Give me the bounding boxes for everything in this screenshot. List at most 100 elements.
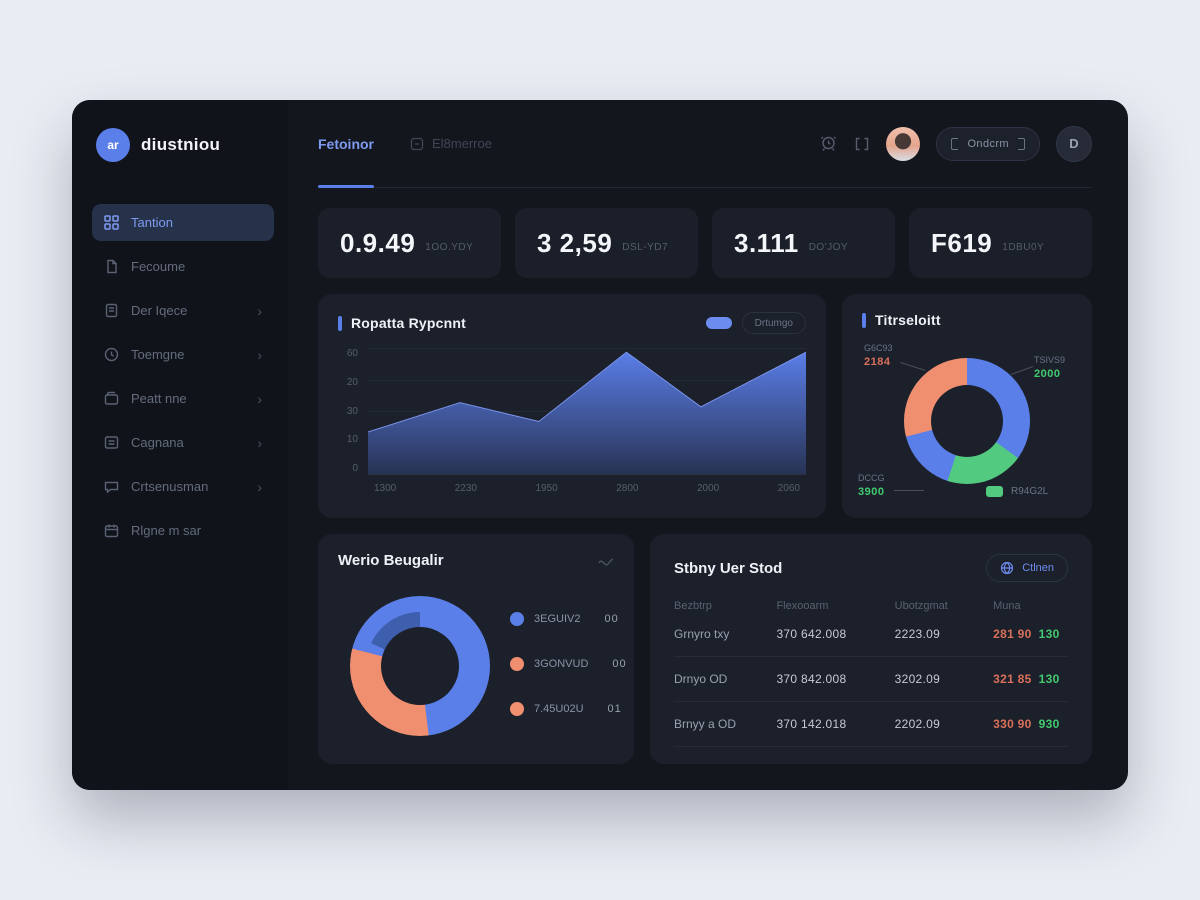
cell-name: Drnyo OD bbox=[674, 672, 728, 686]
overview-icon bbox=[410, 137, 424, 151]
sidebar-item-tantion[interactable]: Tantion bbox=[92, 204, 274, 241]
stat-value: 3.111 bbox=[734, 227, 799, 258]
donut-callout-bottomleft: DCCG 3900 bbox=[858, 472, 885, 501]
donut-left-hole bbox=[381, 627, 459, 705]
sidebar-item-crtsenusman[interactable]: Crtsenusman › bbox=[92, 468, 274, 505]
legend-item: 7.45U02U 01 bbox=[510, 702, 627, 716]
cell-amount: 2223.09 bbox=[894, 627, 941, 641]
area-chart-card: Ropatta Rypcnnt Drtumgo 60 20 30 10 0 bbox=[318, 294, 826, 518]
filter-button[interactable]: Ctlnen bbox=[986, 554, 1068, 582]
series-swatch bbox=[705, 317, 732, 329]
callout-value: 2000 bbox=[1034, 368, 1061, 381]
alarm-bell-icon[interactable] bbox=[819, 134, 838, 153]
header-actions: Ondcrm D bbox=[819, 125, 1092, 162]
legend-value: 01 bbox=[607, 703, 622, 715]
brand-monogram: ar bbox=[96, 128, 130, 162]
legend-value: 00 bbox=[604, 613, 619, 625]
y-tick: 30 bbox=[346, 405, 358, 417]
sidebar-item-label: Crtsenusman bbox=[131, 479, 209, 494]
legend-dot-salmon bbox=[510, 657, 524, 671]
donut-callout-topleft: G6C93 2184 bbox=[864, 342, 893, 371]
clock-icon bbox=[104, 347, 119, 362]
y-tick: 0 bbox=[352, 463, 358, 474]
green-swatch bbox=[986, 486, 1003, 497]
main-content: Fetoinor El8merroe Ondcrm bbox=[288, 100, 1128, 790]
header-pill-button[interactable]: Ondcrm bbox=[936, 126, 1040, 161]
cell-delta: 321 85 130 bbox=[993, 672, 1068, 686]
donut-card-header: Titrseloitt bbox=[862, 312, 1072, 328]
bottom-row: Werio Beugalir 3EGUIV2 00 3GONVUD bbox=[318, 534, 1092, 764]
sidebar-item-rlgne-m-sar[interactable]: Rlgne m sar bbox=[92, 512, 274, 549]
stats-row: 0.9.49 1OO.YDY 3 2,59 DSL-YD7 3.111 DO'J… bbox=[318, 208, 1092, 278]
x-tick: 1950 bbox=[535, 483, 558, 494]
y-tick: 60 bbox=[346, 348, 358, 359]
brand-logo: ar diustniou bbox=[92, 128, 274, 162]
cell-name: Grnyro txy bbox=[674, 627, 730, 641]
area-chart-title: Ropatta Rypcnnt bbox=[351, 315, 466, 331]
header-circle-button[interactable]: D bbox=[1056, 125, 1092, 162]
callout-connector bbox=[900, 362, 926, 371]
range-select[interactable]: Drtumgo bbox=[741, 312, 806, 334]
area-plot bbox=[368, 348, 806, 475]
x-tick: 2000 bbox=[697, 483, 720, 494]
tab-label: El8merroe bbox=[432, 136, 492, 151]
cell-delta: 330 90 930 bbox=[993, 717, 1068, 731]
cell-delta: 281 90 130 bbox=[993, 627, 1068, 641]
delta-green: 930 bbox=[1038, 717, 1060, 731]
legend-dot-salmon bbox=[510, 702, 524, 716]
table-row[interactable]: Drnyo OD 370 842.008 3202.09 321 85 130 bbox=[674, 657, 1068, 702]
bracket-left-icon bbox=[951, 137, 959, 150]
sidebar-item-label: Toemgne bbox=[131, 347, 185, 362]
x-axis-labels: 1300 2230 1950 2800 2000 2060 bbox=[368, 483, 806, 494]
table-title: Stbny Uer Stod bbox=[674, 559, 783, 577]
sidebar-nav: Tantion Fecoume Der Iqece › Toemgne bbox=[92, 204, 274, 549]
cell-name: Brnyy a OD bbox=[674, 717, 737, 731]
delta-red: 330 90 bbox=[993, 717, 1032, 731]
col-header: Bezbtrp bbox=[674, 600, 712, 612]
tab-fetoinor[interactable]: Fetoinor bbox=[318, 100, 374, 188]
stat-card-2: 3 2,59 DSL-YD7 bbox=[515, 208, 698, 278]
delta-red: 281 90 bbox=[993, 627, 1032, 641]
sidebar-item-toemgne[interactable]: Toemgne › bbox=[92, 336, 274, 373]
callout-value: 3900 bbox=[858, 486, 885, 499]
calendar-icon bbox=[104, 523, 119, 538]
chat-icon bbox=[104, 479, 119, 494]
callout-connector bbox=[1010, 365, 1034, 376]
stat-value: 0.9.49 bbox=[340, 227, 416, 258]
sidebar-item-label: Rlgne m sar bbox=[131, 523, 202, 538]
donut-chart-title: Titrseloitt bbox=[875, 312, 941, 328]
tab-label: Fetoinor bbox=[318, 135, 374, 152]
area-chart-zone: 60 20 30 10 0 bbox=[338, 348, 806, 475]
tab-el8merroe[interactable]: El8merroe bbox=[410, 100, 492, 187]
stat-caption: 1OO.YDY bbox=[425, 241, 474, 253]
list-icon bbox=[104, 435, 119, 450]
table-row[interactable]: Brnyy a OD 370 142.018 2202.09 330 90 93… bbox=[674, 702, 1068, 747]
legend-label: 3EGUIV2 bbox=[534, 613, 581, 625]
legend-item: 3GONVUD 00 bbox=[510, 657, 627, 671]
globe-icon bbox=[1000, 561, 1014, 575]
charts-row: Ropatta Rypcnnt Drtumgo 60 20 30 10 0 bbox=[318, 294, 1092, 518]
legend-item: 3EGUIV2 00 bbox=[510, 612, 627, 626]
sidebar-item-peatt-nne[interactable]: Peatt nne › bbox=[92, 380, 274, 417]
circle-button-label: D bbox=[1069, 136, 1079, 151]
sidebar-item-der-iqece[interactable]: Der Iqece › bbox=[92, 292, 274, 329]
area-svg bbox=[368, 348, 806, 474]
breakdown-legend: 3EGUIV2 00 3GONVUD 00 7.45U02U 01 bbox=[510, 612, 627, 716]
stat-caption: DSL-YD7 bbox=[622, 241, 669, 253]
table-header-row: Stbny Uer Stod Ctlnen bbox=[674, 554, 1068, 582]
user-avatar[interactable] bbox=[886, 126, 921, 161]
table-row[interactable]: Grnyro txy 370 642.008 2223.09 281 90 13… bbox=[674, 612, 1068, 657]
legend-label: 7.45U02U bbox=[534, 703, 584, 715]
sidebar-item-cagnana[interactable]: Cagnana › bbox=[92, 424, 274, 461]
trend-icon[interactable] bbox=[598, 556, 614, 566]
delta-red: 321 85 bbox=[993, 672, 1032, 686]
filter-button-label: Ctlnen bbox=[1022, 562, 1054, 574]
brackets-icon[interactable] bbox=[854, 136, 870, 152]
x-tick: 2800 bbox=[616, 483, 639, 494]
cell-amount: 2202.09 bbox=[894, 717, 941, 731]
area-chart-legend: Drtumgo bbox=[705, 312, 806, 334]
sidebar-item-fecoume[interactable]: Fecoume bbox=[92, 248, 274, 285]
donut-right-hole bbox=[931, 385, 1003, 457]
document-icon bbox=[104, 303, 119, 318]
callout-connector bbox=[894, 490, 924, 491]
